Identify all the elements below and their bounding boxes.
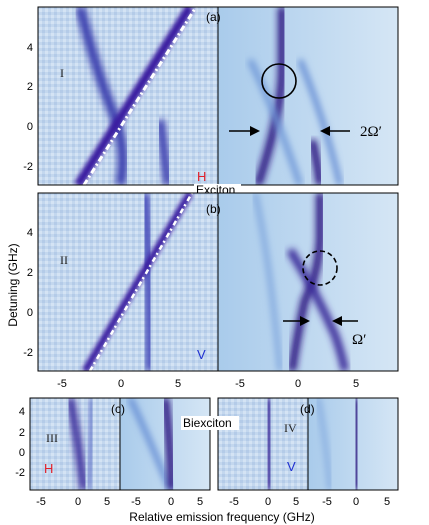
laser-line-b-shadow	[81, 193, 194, 371]
region-label-II: II	[60, 253, 68, 267]
laser-line-a-shadow	[74, 7, 194, 185]
panel-label-a: (a)	[206, 10, 221, 24]
arrow-left-icon	[320, 126, 330, 136]
calc-line-c	[161, 398, 176, 490]
y-ticks-b: 4 2 0 -2	[23, 227, 33, 359]
panel-b-measured-background	[38, 193, 218, 371]
emission-line-c2	[85, 398, 95, 490]
panel-a-measured	[37, 6, 219, 186]
calc-branch-a2	[297, 59, 343, 185]
x-ticks-bottom: -5 0 5 -5 0 5 -5 0 5 -5 0 5	[36, 496, 390, 508]
panel-c-calculated	[119, 397, 211, 491]
y-tick: 2	[27, 267, 33, 279]
calc-branch-b	[252, 193, 283, 371]
resonance-circle-dashed	[302, 250, 338, 286]
y-tick: 4	[27, 227, 33, 239]
calc-branch-a	[247, 58, 303, 185]
x-tick: 5	[104, 496, 110, 508]
emission-line-d	[264, 398, 274, 490]
x-axis-label: Relative emission frequency (GHz)	[129, 510, 314, 524]
emission-line-b	[140, 193, 155, 371]
y-tick: 0	[27, 307, 33, 319]
arrow-right-icon	[300, 316, 310, 326]
x-tick: -5	[229, 496, 239, 508]
x-tick: -5	[235, 378, 245, 390]
polarization-label-d: V	[287, 459, 296, 474]
polarization-label-a: H	[197, 169, 206, 184]
x-tick: 0	[75, 496, 81, 508]
panel-label-b: (b)	[206, 202, 221, 216]
x-tick: 5	[175, 378, 181, 390]
x-tick: 5	[197, 496, 203, 508]
x-tick: -5	[36, 496, 46, 508]
panel-d-calculated	[307, 397, 399, 491]
x-tick: -5	[57, 378, 67, 390]
panel-a-calculated: 2Ω′	[217, 6, 399, 186]
x-tick: 0	[168, 496, 174, 508]
y-tick: -2	[23, 347, 33, 359]
region-label-I: I	[60, 66, 64, 80]
y-tick: 2	[19, 427, 25, 439]
biexciton-label: Biexciton	[183, 416, 232, 430]
panel-d-measured-background	[218, 398, 308, 490]
panel-a-calculated-background	[218, 7, 398, 185]
calc-line-d	[352, 398, 361, 490]
y-ticks-a: 4 2 0 -2	[23, 42, 33, 173]
y-tick: 4	[27, 42, 33, 54]
resonance-circle-solid	[261, 63, 297, 99]
rabi-label-a: 2Ω′	[360, 124, 382, 140]
x-tick: 0	[353, 496, 359, 508]
y-tick: 0	[27, 121, 33, 133]
x-ticks-b: -5 0 5 -5 0 5	[57, 378, 359, 390]
panel-a-measured-background	[38, 7, 218, 185]
x-tick: 5	[293, 496, 299, 508]
y-tick: 4	[19, 406, 25, 418]
y-tick: -2	[23, 161, 33, 173]
rabi-arrows-a	[229, 126, 350, 136]
polarization-label-b: V	[197, 347, 206, 362]
emission-line-left-a	[75, 7, 128, 185]
calc-line-upper-b	[288, 193, 324, 371]
rabi-arrows-b	[283, 316, 358, 326]
panel-b-measured	[37, 192, 219, 372]
x-tick: 0	[118, 378, 124, 390]
x-tick: -5	[322, 496, 332, 508]
region-label-III: III	[46, 431, 58, 445]
y-tick: 0	[19, 447, 25, 459]
calc-branch-c	[127, 398, 173, 490]
panel-b-calculated: Ω′	[217, 192, 399, 372]
x-tick: 0	[265, 496, 271, 508]
x-tick: 0	[295, 378, 301, 390]
rabi-label-b: Ω′	[352, 332, 366, 348]
x-tick: 5	[353, 378, 359, 390]
calc-line-lower-a	[308, 139, 324, 185]
panel-label-d: (d)	[300, 402, 315, 416]
x-tick: -5	[131, 496, 141, 508]
x-tick: 5	[384, 496, 390, 508]
polarization-label-c: H	[44, 461, 53, 476]
panel-c-measured	[29, 397, 121, 491]
emission-line-c	[66, 398, 88, 490]
panel-label-c: (c)	[111, 402, 125, 416]
calc-branch-d	[316, 398, 332, 490]
y-ticks-bottom: 4 2 0 -2	[15, 406, 25, 479]
biexciton-label-bg	[181, 416, 239, 430]
region-label-IV: IV	[284, 421, 297, 435]
y-axis-label: Detuning (GHz)	[6, 243, 20, 326]
arrow-right-icon	[250, 126, 260, 136]
y-tick: 2	[27, 81, 33, 93]
panel-d-measured	[217, 397, 309, 491]
y-tick: -2	[15, 467, 25, 479]
arrow-left-icon	[332, 316, 342, 326]
emission-line-right-a	[155, 119, 173, 185]
laser-line-b	[88, 193, 194, 371]
